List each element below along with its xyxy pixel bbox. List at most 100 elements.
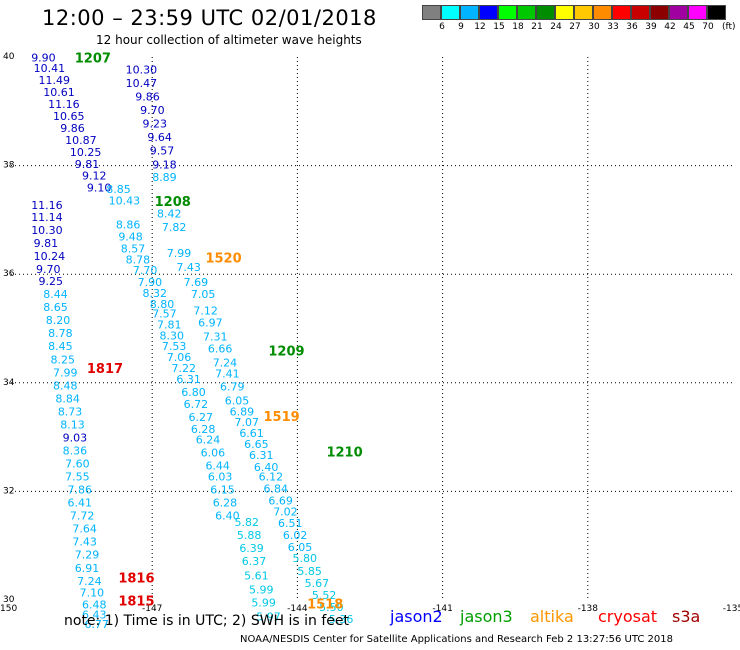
wave-height-value: 9.03 [63, 431, 88, 444]
wave-height-value: 6.37 [242, 555, 266, 568]
pass-time-label: 1208 [155, 195, 191, 210]
legend-label: 39 [645, 22, 657, 32]
wave-height-value: 9.70 [140, 104, 165, 117]
pass-time-label: 1518 [307, 598, 343, 613]
wave-height-value: 6.44 [205, 460, 230, 473]
wave-height-value: 9.81 [34, 237, 59, 250]
satellite-altika: altika [530, 607, 574, 626]
wave-height-value: 7.64 [72, 523, 97, 536]
wave-height-value: 6.72 [184, 398, 209, 411]
pass-time-label: 1815 [118, 594, 154, 609]
legend-swatch [479, 5, 498, 20]
wave-height-value: 9.48 [118, 231, 143, 244]
wave-height-value: 8.45 [48, 340, 73, 353]
wave-height-value: 7.06 [167, 351, 192, 364]
wave-height-value: 6.40 [254, 461, 279, 474]
wave-height-value: 6.43 [82, 608, 107, 621]
wave-height-value: 7.55 [65, 471, 90, 484]
legend-swatch [650, 5, 669, 20]
wave-height-value: 6.31 [176, 373, 201, 386]
wave-height-value: 8.84 [55, 392, 80, 405]
wave-height-value: 9.25 [38, 275, 63, 288]
wave-height-value: 8.78 [48, 327, 73, 340]
wave-height-value: 7.99 [167, 247, 192, 260]
wave-height-value: 8.80 [150, 298, 175, 311]
lat-tick-label: 34 [3, 378, 15, 388]
wave-height-value: 10.61 [43, 86, 75, 99]
pass-time-label: 1817 [87, 362, 123, 377]
wave-height-value: 7.02 [273, 505, 298, 518]
wave-height-value: 8.44 [43, 288, 68, 301]
legend-swatch [707, 5, 726, 20]
pass-time-label: 1210 [326, 446, 362, 461]
wave-height-value: 9.10 [87, 182, 112, 195]
wave-height-value: 7.41 [215, 367, 240, 380]
wave-height-value: 10.65 [53, 110, 84, 123]
wave-height-value: 7.22 [172, 362, 197, 375]
wave-height-value: 6.28 [191, 423, 216, 436]
wave-height-value: 8.86 [116, 219, 140, 232]
wave-height-value: 9.12 [82, 170, 107, 183]
legend-swatch [669, 5, 688, 20]
wave-height-value: 5.85 [297, 565, 322, 578]
legend-swatch [631, 5, 650, 20]
wave-height-value: 9.57 [150, 145, 175, 158]
wave-height-value: 6.28 [213, 497, 238, 510]
wave-height-value: 8.42 [157, 208, 182, 221]
wave-height-value: 6.79 [220, 380, 245, 393]
legend-swatch [593, 5, 612, 20]
legend-label: 6 [439, 22, 445, 32]
legend-label: 33 [607, 22, 619, 32]
wave-height-value: 7.53 [162, 340, 187, 353]
pass-time-label: 1520 [205, 251, 241, 266]
wave-height-value: 8.32 [143, 287, 168, 300]
wave-height-value: 6.40 [215, 510, 240, 523]
wave-height-value: 11.16 [31, 199, 63, 212]
wave-height-value: 7.57 [152, 308, 177, 321]
wave-height-value: 6.24 [196, 434, 221, 447]
lat-tick-label: 30 [3, 595, 15, 605]
lon-tick-label: -144 [287, 604, 308, 614]
wave-height-value: 8.78 [126, 253, 151, 266]
legend-label: 70 [702, 22, 714, 32]
wave-height-value: 8.30 [159, 329, 184, 342]
wave-height-value: 8.73 [58, 405, 83, 418]
wave-height-value: 6.39 [239, 542, 264, 555]
lon-tick-label: -135 [723, 604, 740, 614]
wave-height-value: 6.65 [244, 438, 269, 451]
wave-height-value: 7.72 [70, 510, 95, 523]
wave-height-value: 9.23 [143, 118, 168, 131]
wave-height-value: 7.70 [133, 264, 158, 277]
legend-swatch [422, 5, 441, 20]
wave-height-value: 9.70 [36, 263, 61, 276]
wave-height-value: 7.90 [138, 276, 163, 289]
wave-height-value: 6.15 [210, 484, 235, 497]
legend-label: 12 [474, 22, 486, 32]
wave-height-value: 6.03 [208, 471, 233, 484]
pass-time-label: 1519 [264, 410, 300, 425]
wave-height-value: 8.25 [51, 353, 75, 366]
wave-height-value: 6.69 [268, 494, 293, 507]
legend-label: 45 [683, 22, 695, 32]
satellite-jason3: jason3 [460, 607, 513, 626]
wave-height-value: 6.12 [259, 471, 284, 484]
legend-label: 15 [493, 22, 505, 32]
map-title: 12:00 – 23:59 UTC 02/01/2018 [42, 6, 377, 30]
wave-height-value: 11.14 [31, 211, 63, 224]
lat-tick-label: 36 [3, 269, 15, 279]
wave-height-value: 7.24 [77, 575, 102, 588]
lon-tick-label: -141 [432, 604, 452, 614]
wave-height-value: 6.77 [84, 618, 109, 631]
wave-height-value: 5.88 [237, 529, 262, 542]
wave-height-value: 7.99 [53, 366, 77, 379]
lon-tick-label: -147 [142, 604, 162, 614]
legend-label: 18 [512, 22, 524, 32]
wave-height-value: 10.30 [126, 63, 158, 76]
legend-label: 21 [531, 22, 543, 32]
wave-height-value: 9.90 [31, 51, 56, 64]
lat-tick-label: 40 [3, 52, 15, 62]
legend-swatch [498, 5, 517, 20]
wave-height-value: 10.43 [109, 195, 141, 208]
wave-height-value: 7.31 [203, 330, 228, 343]
legend-label: 9 [458, 22, 464, 32]
